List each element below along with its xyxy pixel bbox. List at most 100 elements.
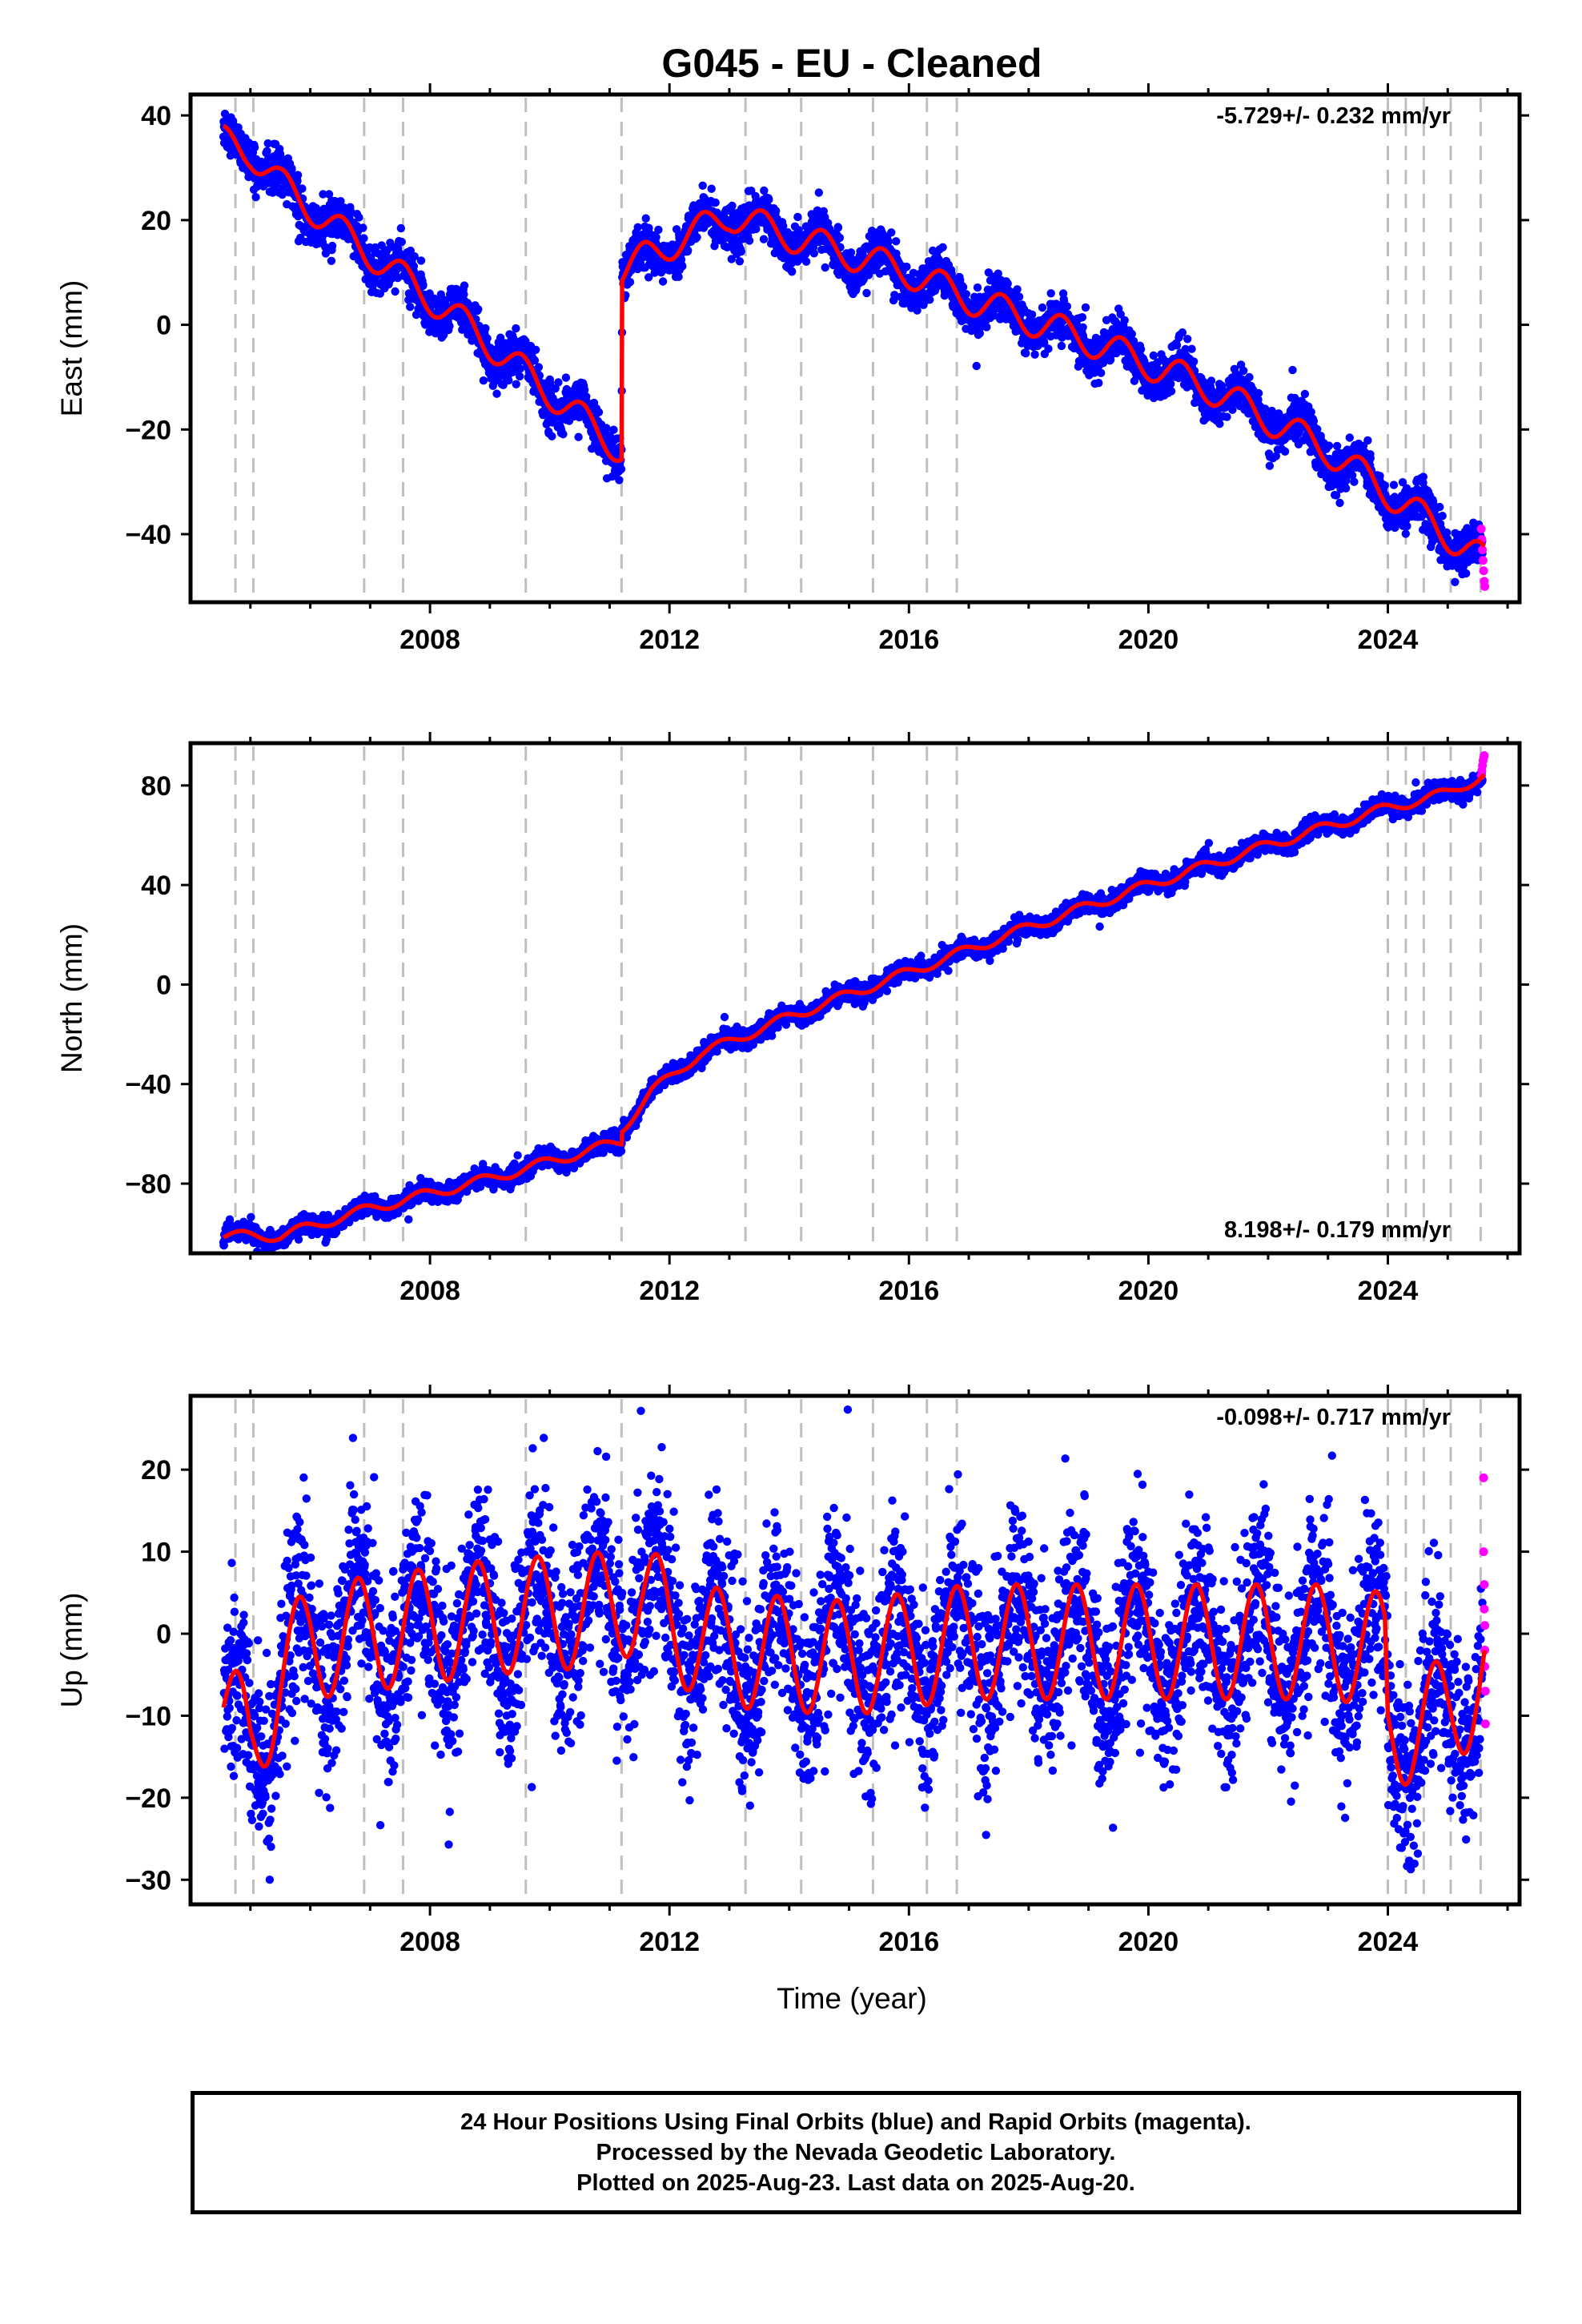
data-point bbox=[416, 256, 426, 265]
x-tick-label: 2020 bbox=[1118, 625, 1179, 655]
data-point bbox=[1030, 350, 1039, 359]
data-point bbox=[293, 171, 303, 179]
data-point bbox=[346, 206, 355, 215]
data-point bbox=[902, 262, 911, 271]
data-point bbox=[516, 364, 524, 373]
plot-frame bbox=[188, 92, 1522, 605]
y-tick-label: −40 bbox=[125, 520, 171, 550]
data-point bbox=[574, 432, 583, 441]
data-point bbox=[1462, 569, 1471, 578]
data-point bbox=[1401, 529, 1411, 538]
data-point bbox=[693, 233, 701, 242]
data-point bbox=[263, 139, 272, 148]
data-point bbox=[1078, 313, 1087, 322]
data-point bbox=[1187, 344, 1196, 353]
data-point bbox=[1403, 521, 1411, 531]
y-tick-label: 40 bbox=[141, 101, 171, 131]
data-point bbox=[530, 356, 540, 365]
data-point bbox=[938, 243, 947, 251]
data-point bbox=[760, 186, 769, 195]
rapid-data-point bbox=[1478, 556, 1488, 565]
data-point bbox=[336, 197, 345, 206]
data-point bbox=[512, 324, 520, 333]
data-point bbox=[548, 432, 556, 440]
data-point bbox=[496, 333, 505, 342]
data-point bbox=[625, 278, 635, 287]
data-point bbox=[263, 147, 271, 155]
data-point bbox=[674, 272, 683, 281]
data-point bbox=[759, 235, 769, 243]
data-point bbox=[1127, 329, 1137, 339]
data-point bbox=[862, 288, 871, 298]
data-point bbox=[1451, 577, 1460, 586]
data-point bbox=[1057, 341, 1066, 351]
data-point bbox=[1335, 498, 1344, 508]
data-point bbox=[1389, 480, 1399, 489]
data-point bbox=[1366, 453, 1375, 463]
data-point bbox=[1003, 279, 1012, 288]
data-point bbox=[728, 201, 737, 211]
data-point bbox=[809, 249, 818, 258]
data-point bbox=[727, 255, 736, 263]
data-point bbox=[1044, 344, 1053, 353]
x-tick-label: 2012 bbox=[639, 625, 700, 655]
x-tick-label: 2008 bbox=[400, 625, 460, 655]
data-point bbox=[247, 1212, 255, 1222]
data-point bbox=[793, 212, 802, 222]
data-point bbox=[561, 373, 571, 382]
data-point bbox=[492, 389, 501, 398]
data-point bbox=[650, 268, 659, 277]
data-point bbox=[1022, 349, 1030, 358]
data-point bbox=[251, 193, 260, 202]
data-point bbox=[1027, 310, 1037, 319]
data-point bbox=[641, 214, 650, 223]
data-point bbox=[1062, 302, 1072, 311]
rapid-data-point bbox=[1476, 524, 1486, 533]
data-point bbox=[609, 425, 618, 434]
y-tick-label: −20 bbox=[125, 415, 171, 445]
data-point bbox=[551, 384, 560, 393]
data-point bbox=[892, 237, 901, 246]
data-point bbox=[1350, 477, 1359, 486]
data-point bbox=[814, 188, 823, 197]
data-point bbox=[698, 181, 707, 190]
data-point bbox=[504, 376, 513, 385]
data-point bbox=[324, 190, 334, 199]
data-point bbox=[1014, 292, 1024, 301]
data-point bbox=[1013, 285, 1022, 294]
data-point bbox=[554, 378, 563, 387]
data-point bbox=[1341, 484, 1351, 493]
data-point bbox=[534, 363, 544, 372]
data-point bbox=[1300, 389, 1310, 399]
data-point bbox=[419, 280, 428, 289]
data-point bbox=[559, 430, 568, 439]
data-point bbox=[298, 184, 307, 193]
data-point bbox=[321, 249, 331, 258]
data-point bbox=[359, 223, 367, 232]
data-point bbox=[1136, 344, 1146, 354]
rapid-data-point bbox=[1479, 566, 1488, 576]
data-point bbox=[1280, 447, 1290, 456]
data-point bbox=[973, 283, 982, 292]
data-point bbox=[397, 237, 406, 247]
data-point bbox=[678, 262, 687, 271]
data-point bbox=[1245, 372, 1254, 382]
data-point bbox=[1166, 387, 1176, 396]
data-point bbox=[707, 184, 716, 193]
data-point bbox=[1363, 436, 1372, 445]
data-point bbox=[711, 198, 720, 207]
data-point bbox=[652, 233, 661, 242]
data-point bbox=[684, 246, 693, 255]
data-point bbox=[287, 165, 296, 174]
rate-label: -5.729+/- 0.232 mm/yr bbox=[1216, 103, 1451, 129]
data-point bbox=[1081, 303, 1090, 312]
data-point bbox=[801, 257, 811, 266]
data-point bbox=[835, 233, 845, 243]
data-point bbox=[512, 380, 520, 388]
data-point bbox=[1332, 441, 1342, 451]
data-point bbox=[1078, 323, 1087, 332]
data-point bbox=[479, 376, 488, 385]
